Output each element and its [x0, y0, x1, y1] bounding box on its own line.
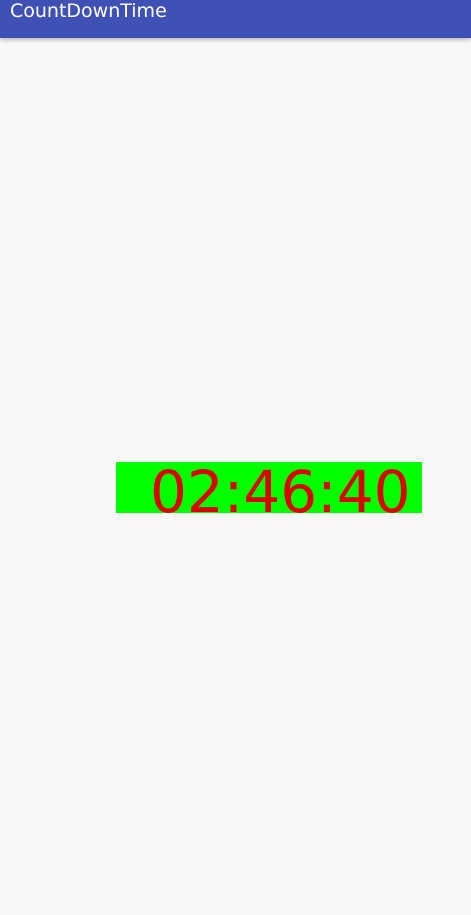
countdown-timer: 02:46:40 — [116, 462, 422, 513]
countdown-time-text: 02:46:40 — [150, 462, 411, 513]
app-bar: CountDownTime — [0, 0, 471, 38]
app-title: CountDownTime — [10, 0, 167, 22]
